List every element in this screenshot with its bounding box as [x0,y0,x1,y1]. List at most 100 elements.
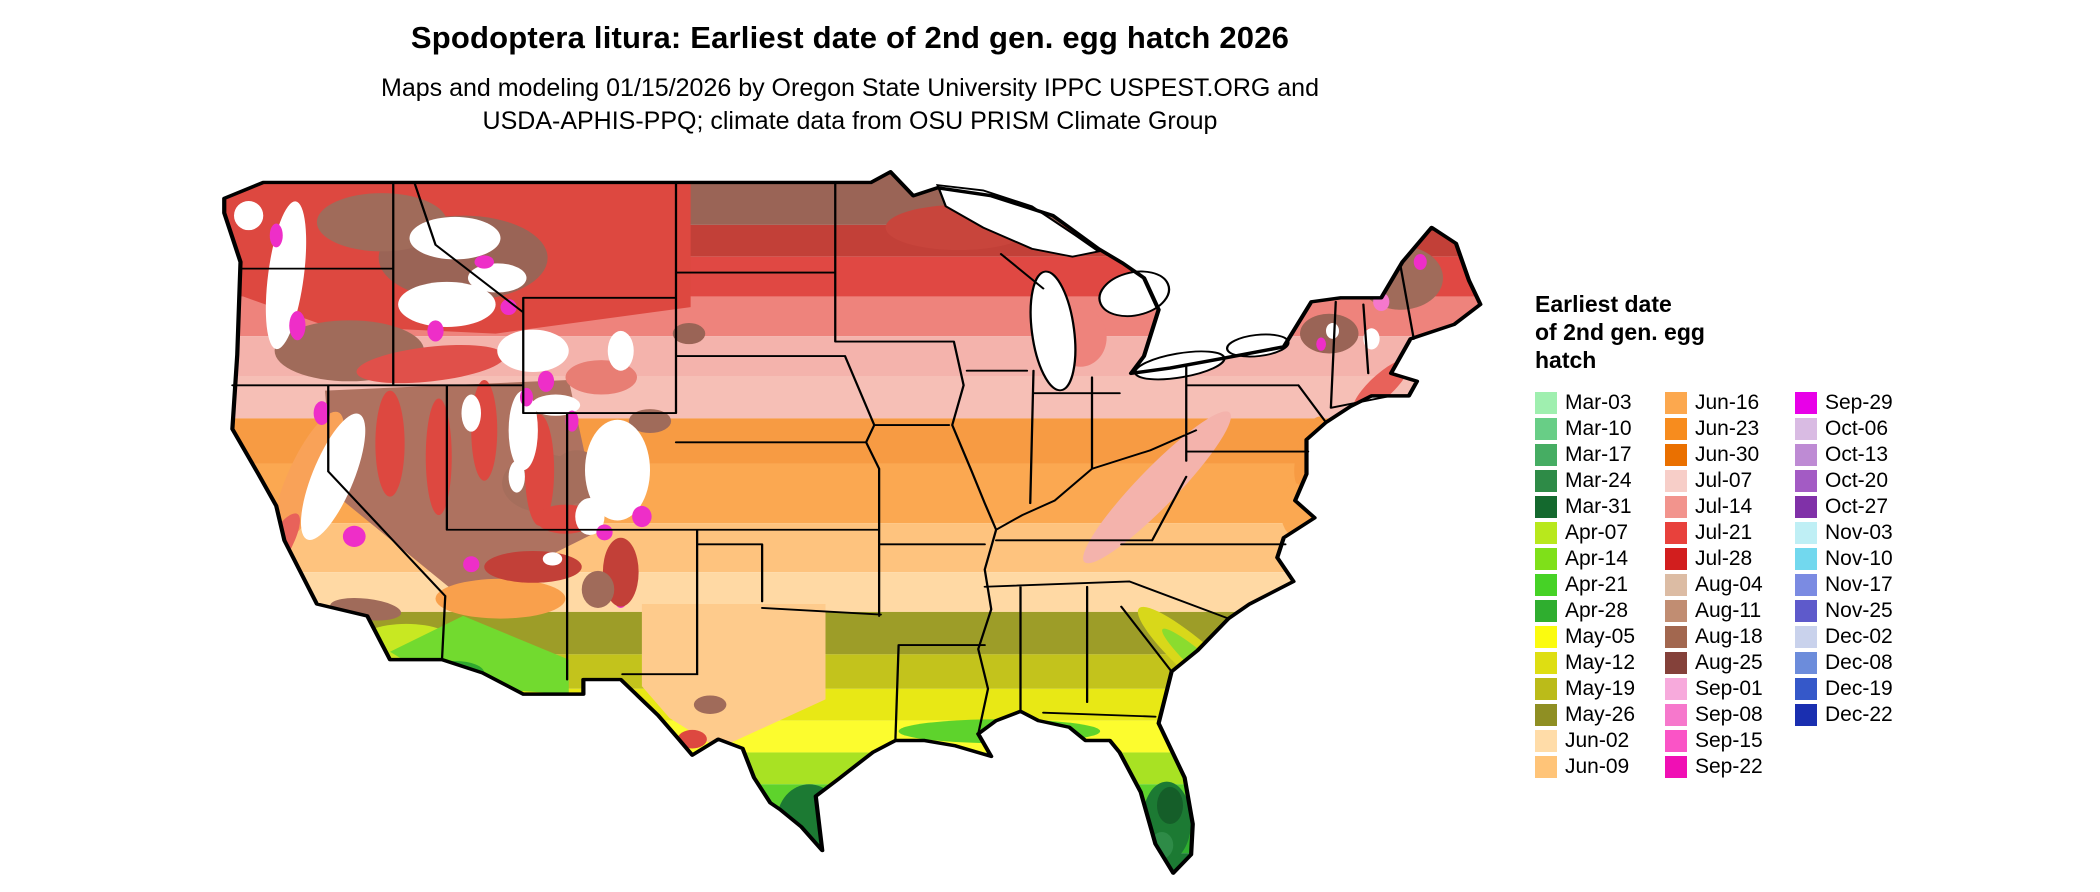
legend-entry: Sep-15 [1665,728,1777,754]
legend-entry: Oct-27 [1795,494,1907,520]
legend-swatch [1665,418,1687,440]
legend-swatch [1535,522,1557,544]
legend-entry: Aug-25 [1665,650,1777,676]
legend-swatch [1665,730,1687,752]
legend-swatch [1795,444,1817,466]
legend-entry: Mar-03 [1535,390,1647,416]
legend-entry-label: May-12 [1565,651,1636,674]
legend-entry-label: Sep-29 [1825,391,1893,414]
legend-swatch [1665,756,1687,778]
legend-entry: May-12 [1535,650,1647,676]
legend-swatch [1795,652,1817,674]
legend-swatch [1535,704,1557,726]
map-header: Spodoptera litura: Earliest date of 2nd … [0,20,1700,138]
legend-entry: Mar-10 [1535,416,1647,442]
legend-swatch [1665,678,1687,700]
legend-entry: May-19 [1535,676,1647,702]
legend-swatch [1535,470,1557,492]
legend-entry-label: Jun-30 [1695,443,1760,466]
legend-swatch [1665,548,1687,570]
legend-column: Sep-29 Oct-06 Oct-13 Oct-20 Oct-27 Nov-03 Nov-… [1795,390,1907,728]
legend-entry: Nov-10 [1795,546,1907,572]
legend-entry: Oct-20 [1795,468,1907,494]
us-outline [222,170,1483,875]
legend-entry-label: Nov-17 [1825,573,1893,596]
legend-entry-label: Oct-13 [1825,443,1889,466]
legend-entry-label: Sep-08 [1695,703,1763,726]
legend-entry-label: Jul-28 [1695,547,1753,570]
legend-entry: May-26 [1535,702,1647,728]
legend-entry-label: Dec-08 [1825,651,1893,674]
legend-entry-label: Jun-16 [1695,391,1760,414]
legend-entry: Aug-04 [1665,572,1777,598]
legend-swatch [1795,470,1817,492]
legend-swatch [1665,626,1687,648]
legend-title-line-3: hatch [1535,347,1597,373]
legend-entry: Aug-18 [1665,624,1777,650]
legend-entry: Sep-22 [1665,754,1777,780]
legend-swatch [1665,470,1687,492]
legend-entry-label: Mar-10 [1565,417,1632,440]
legend-swatch [1665,444,1687,466]
legend-swatch [1665,574,1687,596]
legend: Earliest date of 2nd gen. egg hatch Mar-… [1535,290,1907,780]
legend-entry: Dec-22 [1795,702,1907,728]
legend-swatch [1535,418,1557,440]
legend-swatch [1665,392,1687,414]
legend-entry: Nov-25 [1795,598,1907,624]
legend-entry-label: Apr-21 [1565,573,1629,596]
legend-entry-label: Mar-31 [1565,495,1632,518]
legend-entry: Nov-03 [1795,520,1907,546]
legend-swatch [1795,678,1817,700]
legend-entry: Jul-14 [1665,494,1777,520]
legend-columns: Mar-03 Mar-10 Mar-17 Mar-24 Mar-31 Apr-07 Apr-… [1535,390,1907,780]
legend-swatch [1535,444,1557,466]
legend-title: Earliest date of 2nd gen. egg hatch [1535,290,1907,374]
legend-entry-label: Dec-22 [1825,703,1893,726]
great-lakes [936,183,1290,392]
legend-entry-label: Aug-11 [1695,599,1762,622]
legend-entry-label: Aug-18 [1695,625,1763,648]
legend-swatch [1795,600,1817,622]
legend-entry: Sep-29 [1795,390,1907,416]
legend-entry-label: Aug-04 [1695,573,1763,596]
legend-swatch [1795,392,1817,414]
legend-entry: Mar-31 [1535,494,1647,520]
legend-entry-label: Oct-27 [1825,495,1889,518]
legend-entry-label: Nov-10 [1825,547,1893,570]
legend-entry-label: Oct-20 [1825,469,1889,492]
legend-entry-label: Nov-25 [1825,599,1893,622]
us-map-container [195,148,1495,885]
legend-entry: Jun-09 [1535,754,1647,780]
page-title: Spodoptera litura: Earliest date of 2nd … [410,20,1290,55]
legend-entry-label: Aug-25 [1695,651,1763,674]
legend-swatch [1535,678,1557,700]
legend-swatch [1535,496,1557,518]
legend-swatch [1795,548,1817,570]
legend-entry: Sep-01 [1665,676,1777,702]
legend-entry-label: Mar-17 [1565,443,1632,466]
subtitle-line-1: Maps and modeling 01/15/2026 by Oregon S… [381,74,1319,102]
legend-entry-label: May-26 [1565,703,1636,726]
legend-entry-label: Jun-09 [1565,755,1630,778]
legend-entry-label: Sep-15 [1695,729,1763,752]
legend-swatch [1665,652,1687,674]
legend-swatch [1535,730,1557,752]
us-map [222,170,1483,875]
legend-entry: Dec-19 [1795,676,1907,702]
legend-entry: Apr-14 [1535,546,1647,572]
legend-entry: Nov-17 [1795,572,1907,598]
legend-swatch [1535,548,1557,570]
subtitle-line-2: USDA-APHIS-PPQ; climate data from OSU PR… [482,107,1218,135]
legend-entry-label: Jun-02 [1565,729,1630,752]
legend-entry-label: Sep-01 [1695,677,1763,700]
legend-entry-label: Jun-23 [1695,417,1760,440]
legend-entry: Apr-21 [1535,572,1647,598]
legend-entry-label: Mar-24 [1565,469,1632,492]
legend-entry: Sep-08 [1665,702,1777,728]
legend-entry: Jun-02 [1535,728,1647,754]
legend-entry: May-05 [1535,624,1647,650]
legend-swatch [1665,600,1687,622]
legend-entry-label: Apr-28 [1565,599,1629,622]
legend-column: Mar-03 Mar-10 Mar-17 Mar-24 Mar-31 Apr-07 Apr-… [1535,390,1647,780]
